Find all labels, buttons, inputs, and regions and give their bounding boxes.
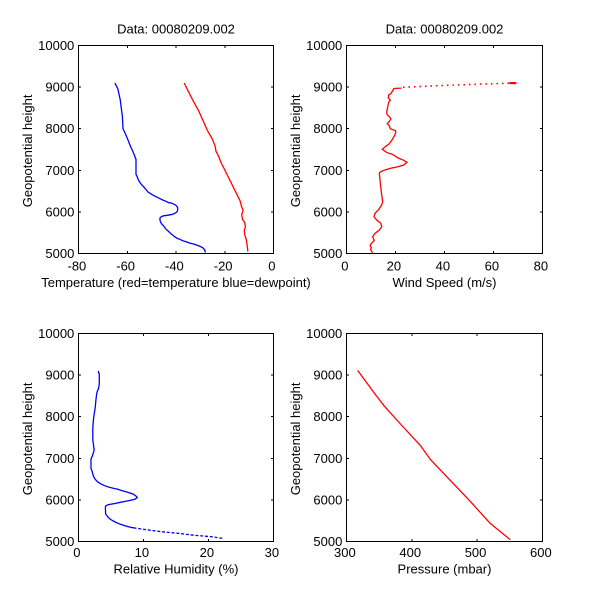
svg-text:300: 300 (334, 545, 356, 560)
svg-text:-40: -40 (165, 259, 184, 274)
svg-text:0: 0 (73, 545, 80, 560)
svg-text:10000: 10000 (38, 38, 74, 53)
svg-text:10000: 10000 (306, 326, 342, 341)
svg-text:0: 0 (341, 259, 348, 274)
svg-text:6000: 6000 (45, 204, 74, 219)
svg-text:8000: 8000 (45, 409, 74, 424)
svg-text:Geopotential height: Geopotential height (288, 94, 303, 207)
svg-text:600: 600 (530, 545, 552, 560)
svg-text:6000: 6000 (313, 204, 342, 219)
svg-text:Geopotential height: Geopotential height (288, 382, 303, 495)
svg-text:20: 20 (200, 545, 214, 560)
svg-text:Pressure (mbar): Pressure (mbar) (398, 562, 492, 577)
svg-text:60: 60 (485, 259, 499, 274)
svg-text:6000: 6000 (313, 492, 342, 507)
svg-text:8000: 8000 (313, 121, 342, 136)
svg-text:7000: 7000 (45, 163, 74, 178)
svg-text:Data: 00080209.002: Data: 00080209.002 (117, 21, 235, 36)
svg-text:400: 400 (399, 545, 421, 560)
svg-text:40: 40 (436, 259, 450, 274)
svg-text:Temperature (red=temperature b: Temperature (red=temperature blue=dewpoi… (41, 275, 311, 290)
svg-text:-80: -80 (68, 259, 87, 274)
svg-text:9000: 9000 (313, 80, 342, 95)
svg-text:Wind Speed (m/s): Wind Speed (m/s) (392, 275, 496, 290)
svg-text:9000: 9000 (313, 368, 342, 383)
svg-text:10000: 10000 (306, 38, 342, 53)
svg-text:Data: 00080209.002: Data: 00080209.002 (386, 21, 504, 36)
svg-text:8000: 8000 (45, 121, 74, 136)
svg-text:5000: 5000 (313, 246, 342, 261)
svg-text:7000: 7000 (313, 163, 342, 178)
svg-text:10000: 10000 (38, 326, 74, 341)
svg-text:6000: 6000 (45, 492, 74, 507)
svg-text:9000: 9000 (45, 80, 74, 95)
svg-text:0: 0 (268, 259, 275, 274)
svg-text:-20: -20 (214, 259, 233, 274)
svg-text:7000: 7000 (313, 451, 342, 466)
svg-text:5000: 5000 (313, 534, 342, 549)
svg-text:80: 80 (534, 259, 548, 274)
svg-text:7000: 7000 (45, 451, 74, 466)
svg-text:30: 30 (265, 545, 279, 560)
svg-text:Relative Humidity (%): Relative Humidity (%) (114, 562, 239, 577)
svg-text:5000: 5000 (45, 534, 74, 549)
svg-text:-60: -60 (116, 259, 135, 274)
svg-text:20: 20 (387, 259, 401, 274)
svg-text:10: 10 (135, 545, 149, 560)
svg-text:Geopotential height: Geopotential height (20, 94, 35, 207)
svg-text:Geopotential height: Geopotential height (20, 382, 35, 495)
svg-text:500: 500 (465, 545, 487, 560)
svg-text:9000: 9000 (45, 368, 74, 383)
svg-text:5000: 5000 (45, 246, 74, 261)
svg-text:8000: 8000 (313, 409, 342, 424)
